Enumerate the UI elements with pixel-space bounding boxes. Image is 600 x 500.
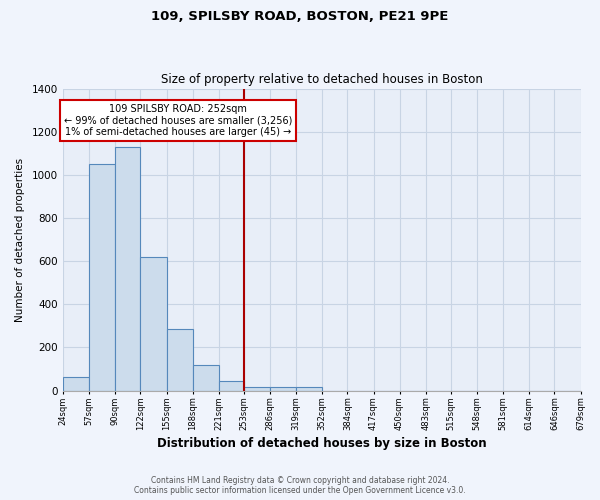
Text: 109, SPILSBY ROAD, BOSTON, PE21 9PE: 109, SPILSBY ROAD, BOSTON, PE21 9PE [151,10,449,23]
Y-axis label: Number of detached properties: Number of detached properties [15,158,25,322]
Text: 109 SPILSBY ROAD: 252sqm
← 99% of detached houses are smaller (3,256)
1% of semi: 109 SPILSBY ROAD: 252sqm ← 99% of detach… [64,104,293,137]
Bar [193,364,218,390]
X-axis label: Distribution of detached houses by size in Boston: Distribution of detached houses by size … [157,437,487,450]
Bar [167,329,193,390]
Bar [218,381,244,390]
Text: Contains HM Land Registry data © Crown copyright and database right 2024.
Contai: Contains HM Land Registry data © Crown c… [134,476,466,495]
Bar [115,147,140,390]
Bar [270,388,296,390]
Bar [296,388,322,390]
Title: Size of property relative to detached houses in Boston: Size of property relative to detached ho… [161,73,483,86]
Bar [244,388,270,390]
Bar [63,376,89,390]
Bar [89,164,115,390]
Bar [140,257,167,390]
